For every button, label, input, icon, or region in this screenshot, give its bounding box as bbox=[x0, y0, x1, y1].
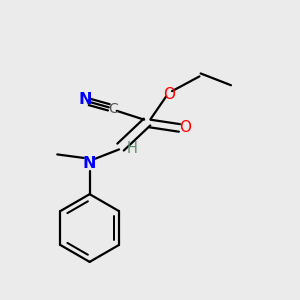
Text: N: N bbox=[83, 156, 96, 171]
Text: N: N bbox=[79, 92, 92, 107]
Text: C: C bbox=[108, 102, 118, 116]
Text: O: O bbox=[179, 120, 191, 135]
Text: O: O bbox=[163, 87, 175, 102]
Text: H: H bbox=[127, 141, 138, 156]
